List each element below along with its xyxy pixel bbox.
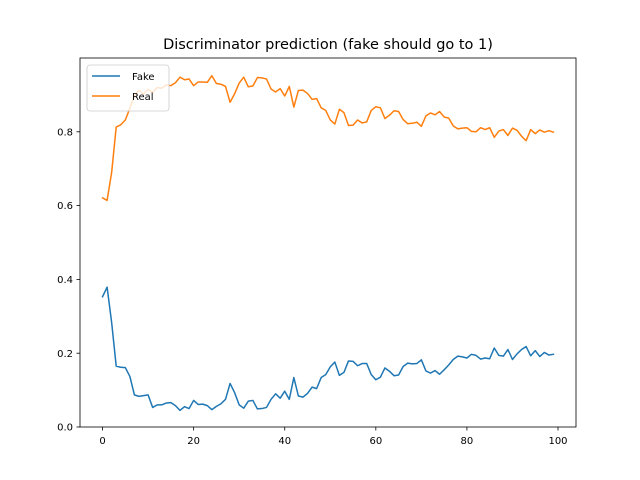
y-tick-label: 0.2: [57, 349, 73, 360]
x-tick-label: 100: [548, 436, 567, 447]
series-line-real: [101, 74, 555, 202]
legend-box: [86, 64, 170, 112]
x-tick-label: 20: [187, 436, 200, 447]
chart-title: Discriminator prediction (fake should go…: [163, 37, 493, 53]
axes-frame: [79, 57, 577, 428]
legend-label-real: Real: [132, 92, 154, 103]
y-tick-label: 0.4: [57, 275, 73, 286]
y-tick-label: 0.6: [57, 201, 73, 212]
series-line-fake: [101, 286, 555, 412]
legend-label-fake: Fake: [132, 72, 155, 83]
plot-area: 0 20 40 60 80 100 0.0 0.2 0.4 0.6 0.8: [57, 57, 577, 447]
x-tick-label: 40: [278, 436, 291, 447]
x-tick-label: 80: [461, 436, 474, 447]
legend: Fake Real: [86, 64, 170, 112]
y-tick-label: 0.0: [57, 423, 73, 434]
y-tick-label: 0.8: [57, 127, 73, 138]
x-tick-label: 60: [369, 436, 382, 447]
x-tick-label: 0: [99, 436, 105, 447]
